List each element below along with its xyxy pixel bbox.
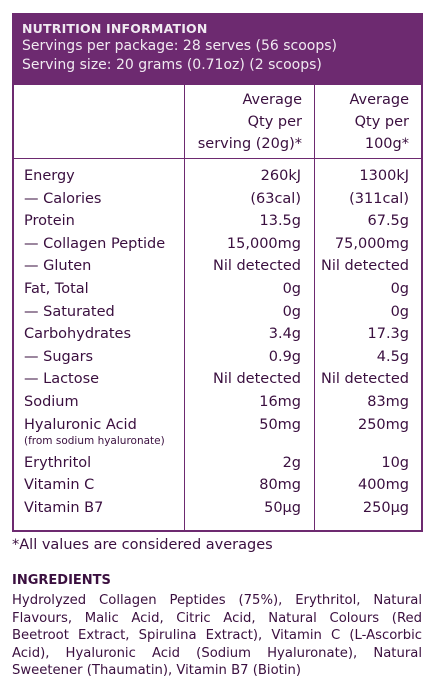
nutrient-sublabel: (from sodium hyaluronate) xyxy=(24,434,165,447)
nutrient-label: — Gluten xyxy=(24,258,92,275)
per-serving-value: 50µg xyxy=(264,499,301,516)
per-100g-value: (311cal) xyxy=(349,190,409,207)
per-serving-value: 0g xyxy=(282,303,301,320)
column-divider-2 xyxy=(314,85,315,530)
nutrient-label: — Saturated xyxy=(24,303,115,320)
per-100g-value: Nil detected xyxy=(320,371,409,388)
nutrient-label: Sodium xyxy=(24,393,79,410)
servings-per-package: Servings per package: 28 serves (56 scoo… xyxy=(22,38,337,54)
nutrient-label: — Lactose xyxy=(24,371,100,388)
header-row-divider xyxy=(14,158,421,159)
nutrient-label: Carbohydrates xyxy=(24,326,132,343)
nutrient-label: Fat, Total xyxy=(24,280,89,297)
per-100g-value: 17.3g xyxy=(367,326,410,343)
table-row: Protein 13.5g 67.5g xyxy=(14,210,421,233)
ingredients-title: INGREDIENTS xyxy=(12,573,111,588)
per-100g-value: 0g xyxy=(390,280,409,297)
column-header-line: Average xyxy=(242,92,302,108)
per-serving-value: 0.9g xyxy=(268,348,301,365)
table-row: Energy 260kJ 1300kJ xyxy=(14,165,421,188)
column-header-per-100g: Average Qty per 100g* xyxy=(314,89,409,155)
per-100g-value: 250mg xyxy=(357,416,409,433)
per-100g-value: 67.5g xyxy=(367,213,410,230)
per-100g-value: 0g xyxy=(390,303,409,320)
table-row: Hyaluronic Acid (from sodium hyaluronate)… xyxy=(14,414,421,452)
per-serving-value: Nil detected xyxy=(212,258,301,275)
nutrient-label: Energy xyxy=(24,168,75,184)
nutrient-label: — Calories xyxy=(24,190,102,207)
nutrition-rows: Energy 260kJ 1300kJ — Calories (63cal) (311c… xyxy=(14,165,421,519)
column-divider-1 xyxy=(184,85,185,530)
per-100g-value: 400mg xyxy=(357,477,409,494)
per-serving-value: (63cal) xyxy=(250,190,301,207)
column-header-line: Average xyxy=(349,92,409,108)
per-100g-value: 4.5g xyxy=(376,348,409,365)
per-serving-value: 80mg xyxy=(259,477,301,494)
nutrient-label: Vitamin C xyxy=(24,477,95,494)
per-100g-value: 10g xyxy=(381,454,409,471)
table-row: Carbohydrates 3.4g 17.3g xyxy=(14,323,421,346)
column-header-line: 100g* xyxy=(364,136,409,152)
table-row: Erythritol 2g 10g xyxy=(14,452,421,475)
nutrition-panel: NUTRITION INFORMATION Servings per packa… xyxy=(12,13,423,532)
table-row: Sodium 16mg 83mg xyxy=(14,391,421,414)
ingredients-text: Hydrolyzed Collagen Peptides (75%), Eryt… xyxy=(12,593,422,678)
table-row: Vitamin B7 50µg 250µg xyxy=(14,497,421,520)
per-100g-value: 1300kJ xyxy=(359,168,409,184)
column-header-line: serving (20g)* xyxy=(197,136,302,152)
table-row: Fat, Total 0g 0g xyxy=(14,278,421,301)
per-serving-value: Nil detected xyxy=(212,371,301,388)
column-header-line: Qty per xyxy=(247,114,302,130)
table-row: — Lactose Nil detected Nil detected xyxy=(14,368,421,391)
per-serving-value: 50mg xyxy=(259,416,301,433)
table-row: Vitamin C 80mg 400mg xyxy=(14,474,421,497)
table-row: — Collagen Peptide 15,000mg 75,000mg xyxy=(14,233,421,256)
nutrient-label: Protein xyxy=(24,213,75,230)
per-serving-value: 2g xyxy=(282,454,301,471)
nutrition-header: NUTRITION INFORMATION Servings per packa… xyxy=(14,15,421,85)
per-serving-value: 3.4g xyxy=(268,326,301,343)
per-serving-value: 0g xyxy=(282,280,301,297)
footnote: *All values are considered averages xyxy=(12,537,273,553)
per-serving-value: 13.5g xyxy=(259,213,302,230)
column-header-line: Qty per xyxy=(354,114,409,130)
table-row: — Gluten Nil detected Nil detected xyxy=(14,255,421,278)
per-100g-value: 250µg xyxy=(362,499,409,516)
per-serving-value: 15,000mg xyxy=(226,235,301,252)
table-row: — Sugars 0.9g 4.5g xyxy=(14,346,421,369)
table-row: — Calories (63cal) (311cal) xyxy=(14,188,421,211)
per-serving-value: 16mg xyxy=(259,393,301,410)
nutrition-title: NUTRITION INFORMATION xyxy=(22,21,208,36)
table-row: — Saturated 0g 0g xyxy=(14,301,421,324)
nutrient-label: — Sugars xyxy=(24,348,94,365)
nutrient-label: Hyaluronic Acid xyxy=(24,416,137,433)
per-100g-value: 83mg xyxy=(367,393,409,410)
serving-size: Serving size: 20 grams (0.71oz) (2 scoop… xyxy=(22,57,322,73)
column-header-per-serving: Average Qty per serving (20g)* xyxy=(184,89,302,155)
per-serving-value: 260kJ xyxy=(260,168,301,184)
nutrient-label: Vitamin B7 xyxy=(24,499,104,516)
nutrient-label: — Collagen Peptide xyxy=(24,235,166,252)
per-100g-value: Nil detected xyxy=(320,258,409,275)
nutrient-label: Erythritol xyxy=(24,454,92,471)
per-100g-value: 75,000mg xyxy=(334,235,409,252)
